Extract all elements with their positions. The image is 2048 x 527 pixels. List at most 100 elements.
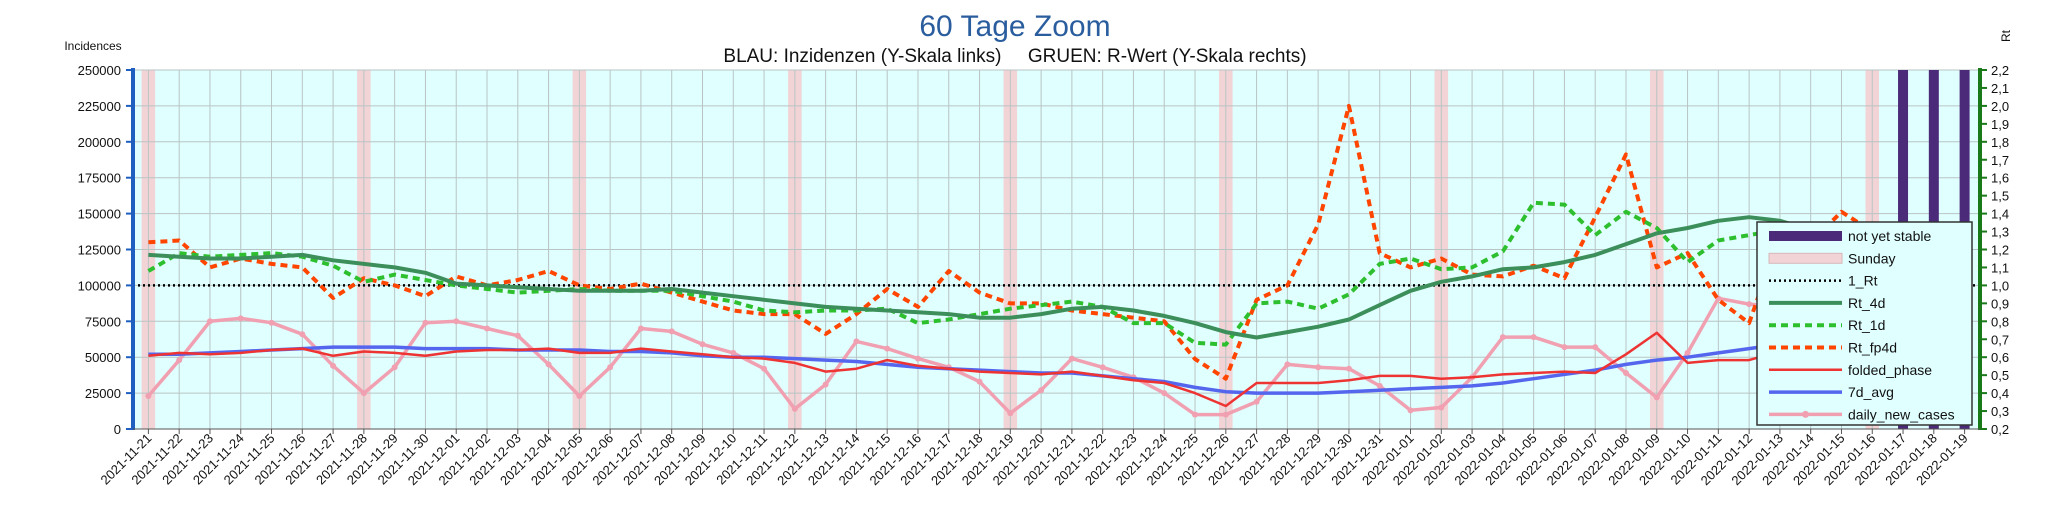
legend-label: daily_new_cases (1848, 406, 1955, 422)
y-tick-label-left: 200000 (78, 135, 121, 150)
series-point-daily-new-cases (391, 364, 398, 371)
series-point-daily-new-cases (576, 392, 583, 399)
y-tick-label-right: 1,7 (1991, 153, 2009, 168)
series-point-daily-new-cases (1622, 369, 1629, 376)
y-tick-label-right: 1,4 (1991, 207, 2009, 222)
series-point-daily-new-cases (1099, 364, 1106, 371)
series-line-rt-1d (147, 200, 1966, 347)
y-tick-label-right: 1,3 (1991, 225, 2009, 240)
legend-label: Sunday (1848, 250, 1895, 266)
y-tick-label-right: 0,4 (1991, 386, 2009, 401)
series-point-daily-new-cases (853, 338, 860, 345)
series-point-daily-new-cases (145, 392, 152, 399)
series-point-daily-new-cases (791, 405, 798, 412)
legend-label: Rt_4d (1848, 295, 1885, 311)
y-tick-label-right: 1,9 (1991, 117, 2009, 132)
y-tick-label-left: 225000 (78, 99, 121, 114)
y-tick-label-left: 75000 (85, 314, 121, 329)
y-tick-label-right: 0,7 (1991, 332, 2009, 347)
series-point-daily-new-cases (1068, 355, 1075, 362)
series-point-daily-new-cases (1038, 387, 1045, 394)
legend-label: Rt_fp4d (1848, 340, 1897, 356)
series-point-daily-new-cases (206, 318, 213, 325)
y-tick-label-right: 1,6 (1991, 171, 2009, 186)
series-point-daily-new-cases (1746, 301, 1753, 308)
y-tick-label-right: 0,6 (1991, 350, 2009, 365)
y-tick-label-right: 2,2 (1991, 63, 2009, 78)
series-point-daily-new-cases (237, 315, 244, 322)
series-point-daily-new-cases (822, 381, 829, 388)
legend-label: 1_Rt (1848, 273, 1878, 289)
series-point-daily-new-cases (1345, 365, 1352, 372)
series-point-daily-new-cases (761, 365, 768, 372)
legend-symbol-sunday (1768, 252, 1843, 264)
y-tick-label-right: 1,0 (1991, 278, 2009, 293)
y-tick-label-left: 250000 (78, 63, 121, 78)
series-point-daily-new-cases (1407, 407, 1414, 414)
y-tick-label-left: 125000 (78, 243, 121, 258)
legend-label: folded_phase (1848, 362, 1932, 378)
series-point-daily-new-cases (1561, 344, 1568, 351)
plot-area: 0 25000 50000 75000 100000 125000 150000 175000… (78, 63, 2009, 488)
series-point-daily-new-cases (884, 345, 891, 352)
y-tick-label-left: 150000 (78, 207, 121, 222)
legend-label: 7d_avg (1848, 384, 1894, 400)
legend-symbol-marker (1802, 410, 1809, 418)
y-tick-label-right: 2,0 (1991, 99, 2009, 114)
series-point-daily-new-cases (1222, 411, 1229, 418)
y-axis-right-label: Rt (1999, 29, 2013, 42)
series-point-daily-new-cases (1499, 334, 1506, 341)
series-point-daily-new-cases (607, 364, 614, 371)
series-point-daily-new-cases (330, 362, 337, 369)
series-point-daily-new-cases (268, 319, 275, 326)
y-tick-label-right: 1,1 (1991, 260, 2009, 275)
series-point-daily-new-cases (976, 378, 983, 385)
series-point-daily-new-cases (1284, 361, 1291, 368)
series-point-daily-new-cases (1376, 382, 1383, 389)
series-point-daily-new-cases (360, 390, 367, 397)
y-tick-label-right: 1,2 (1991, 243, 2009, 258)
chart-subtitle: BLAU: Inzidenzen (Y-Skala links) GRUEN: … (723, 46, 1306, 67)
series-point-daily-new-cases (514, 332, 521, 339)
y-tick-label-left: 100000 (78, 278, 121, 293)
series-point-daily-new-cases (1530, 334, 1537, 341)
series-line-rt-4d (148, 215, 1965, 340)
y-tick-label-right: 1,5 (1991, 189, 2009, 204)
legend-label: Rt_1d (1848, 317, 1885, 333)
legend-label: not yet stable (1848, 228, 1931, 244)
series-point-daily-new-cases (914, 355, 921, 362)
y-tick-label-right: 1,8 (1991, 135, 2009, 150)
series-point-daily-new-cases (1592, 344, 1599, 351)
series-point-daily-new-cases (730, 349, 737, 356)
series-point-daily-new-cases (484, 325, 491, 332)
series-point-daily-new-cases (545, 361, 552, 368)
series-point-daily-new-cases (637, 325, 644, 332)
legend: not yet stable Sunday 1_Rt Rt_4d Rt_1d Rt_fp4… (1756, 221, 1973, 426)
series-point-daily-new-cases (1007, 410, 1014, 417)
series-point-daily-new-cases (1653, 394, 1660, 401)
series-point-daily-new-cases (699, 341, 706, 348)
series-point-daily-new-cases (1192, 411, 1199, 418)
series-point-daily-new-cases (1684, 349, 1691, 356)
y-tick-label-left: 0 (114, 422, 121, 437)
y-tick-label-right: 0,8 (1991, 314, 2009, 329)
y-tick-label-right: 0,2 (1991, 422, 2009, 437)
y-axis-left-label: Incidences (64, 39, 121, 53)
series-point-daily-new-cases (1438, 404, 1445, 411)
series-point-daily-new-cases (453, 318, 460, 325)
chart-title: 60 Tage Zoom (919, 10, 1110, 43)
series-point-daily-new-cases (1161, 390, 1168, 397)
y-tick-label-right: 0,5 (1991, 368, 2009, 383)
series-point-daily-new-cases (1253, 398, 1260, 405)
series-point-daily-new-cases (299, 331, 306, 338)
series-point-daily-new-cases (1315, 364, 1322, 371)
y-tick-label-right: 2,1 (1991, 81, 2009, 96)
series-point-daily-new-cases (176, 357, 183, 364)
y-tick-label-left: 50000 (85, 350, 121, 365)
y-tick-label-right: 0,3 (1991, 404, 2009, 419)
y-tick-label-left: 175000 (78, 171, 121, 186)
series-line-folded-phase (148, 321, 1966, 408)
y-tick-label-left: 25000 (85, 386, 121, 401)
series-point-daily-new-cases (422, 319, 429, 326)
